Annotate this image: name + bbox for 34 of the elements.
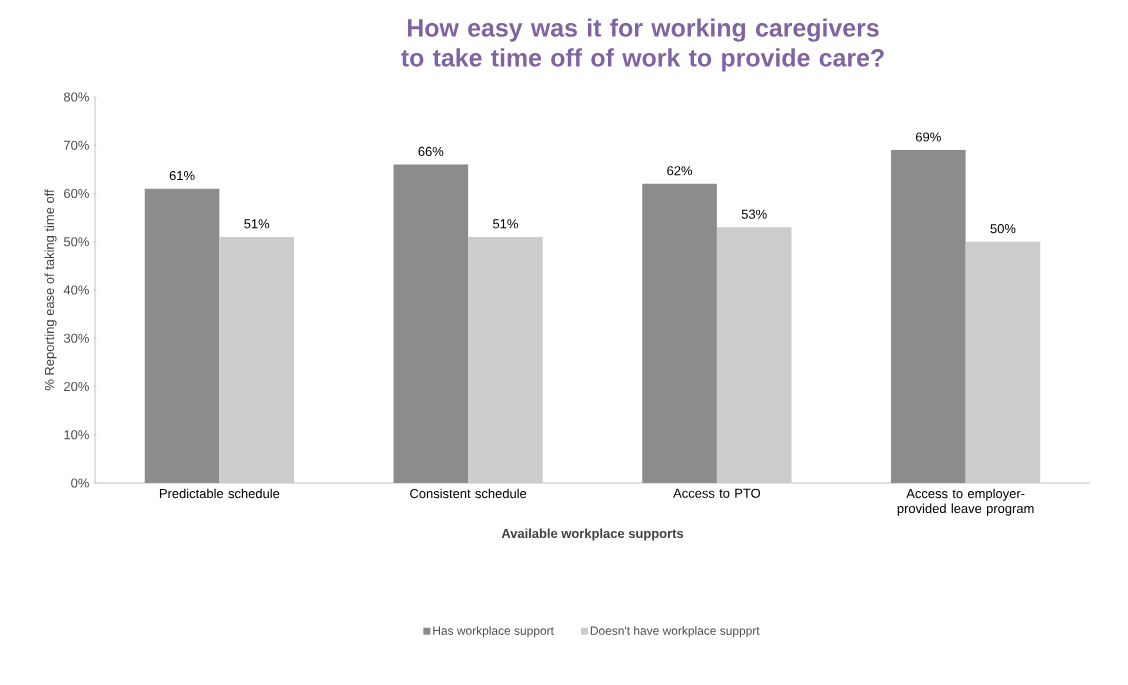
- x-tick-label: Access to employer-provided leave program: [897, 488, 1034, 516]
- data-label: 61%: [169, 170, 195, 181]
- data-label: 69%: [916, 132, 941, 142]
- bar: [891, 150, 966, 483]
- y-tick-label: 10%: [64, 430, 89, 440]
- bar: [219, 236, 294, 483]
- x-tick-label: Access to PTO: [673, 488, 761, 498]
- y-tick-label: 80%: [64, 92, 89, 102]
- y-tick-label: 50%: [63, 237, 89, 247]
- legend-label: Doesn't have workplace suppprt: [590, 626, 760, 638]
- x-tick-label: Consistent schedule: [410, 488, 527, 499]
- y-tick-label: 40%: [63, 285, 89, 295]
- x-tick-label: Predictable schedule: [159, 488, 280, 499]
- y-tick-label: 20%: [64, 381, 89, 392]
- x-axis-title: Available workplace supports: [501, 528, 684, 541]
- legend-label: Has workplace support: [433, 626, 554, 638]
- y-axis-title: % Reporting ease of taking time off: [44, 189, 57, 391]
- y-tick-label: 70%: [64, 140, 89, 150]
- data-label: 66%: [418, 146, 444, 157]
- y-tick-label: 60%: [64, 188, 89, 199]
- chart-title: How easy was it for working caregivers to take time off of work to provide care?: [401, 18, 884, 72]
- data-label: 51%: [244, 219, 270, 229]
- bar: [642, 183, 717, 483]
- data-label: 51%: [493, 219, 518, 229]
- data-label: 53%: [741, 209, 767, 219]
- data-label: 62%: [667, 166, 693, 176]
- y-tick-label: 0%: [71, 478, 89, 488]
- bar: [393, 164, 469, 483]
- data-label: 50%: [990, 224, 1016, 234]
- bar: [468, 236, 543, 483]
- bar: [965, 241, 1041, 483]
- y-tick-label: 30%: [63, 333, 89, 343]
- bar: [144, 188, 220, 483]
- bar: [716, 227, 792, 483]
